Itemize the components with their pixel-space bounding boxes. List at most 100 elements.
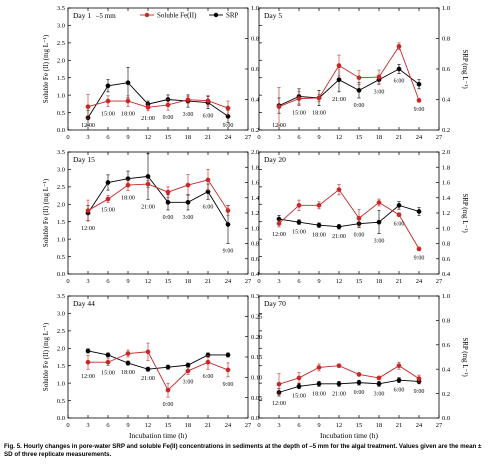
figure-caption: Fig. 5. Hourly changes in pore-water SRP… <box>4 443 482 458</box>
fe-point <box>105 98 111 104</box>
x-tick-label: 15 <box>356 134 363 141</box>
x-tick-label: 24 <box>416 134 423 141</box>
x-tick-label: 24 <box>225 422 232 429</box>
y-right-tick-label: 0.2 <box>251 127 259 134</box>
y-left-tick-label: 2.0 <box>57 57 65 64</box>
x-tick-label: 24 <box>416 422 423 429</box>
time-label: 6:00 <box>203 114 214 120</box>
time-label: 0:00 <box>354 390 365 396</box>
fe-line <box>278 45 420 108</box>
panel-title: Day 20 <box>264 155 286 164</box>
x-tick-label: 3 <box>277 134 280 141</box>
y-right-tick-label: 0.8 <box>442 241 450 248</box>
srp-point <box>105 352 111 358</box>
time-label: 6:00 <box>394 221 405 227</box>
y-right-tick-label: 0.8 <box>442 318 450 325</box>
y-left-tick-label: 2.5 <box>57 40 65 47</box>
srp-line <box>278 68 420 107</box>
srp-point <box>185 362 191 368</box>
fe-point <box>376 74 382 80</box>
time-label: 9:00 <box>414 256 425 262</box>
x-tick-label: 0 <box>66 422 69 429</box>
srp-point <box>316 222 322 228</box>
fe-point <box>276 104 282 109</box>
x-tick-label: 15 <box>165 134 172 141</box>
y-right-tick-label: 0.3 <box>251 293 259 300</box>
srp-point <box>356 380 362 385</box>
x-tick-label: 15 <box>356 278 363 285</box>
panel-frame <box>258 295 440 419</box>
time-label: 9:00 <box>223 249 234 255</box>
time-label: 0:00 <box>354 103 365 109</box>
y-right-tick-label: 1.6 <box>251 180 260 187</box>
srp-line <box>87 175 229 225</box>
y-right-axis-title: SRP (mg L⁻¹) <box>461 49 469 89</box>
x-tick-label: 27 <box>245 278 252 285</box>
srp-point <box>165 199 171 205</box>
x-tick-label: 24 <box>416 278 423 285</box>
time-label: 6:00 <box>203 374 214 380</box>
time-label: 18:00 <box>312 391 326 397</box>
y-right-tick-label: 0.10 <box>251 375 262 382</box>
time-label: 0:00 <box>354 232 365 238</box>
fe-point <box>225 208 231 213</box>
x-tick-label: 3 <box>86 278 89 285</box>
y-left-tick-label: 3.5 <box>57 5 65 12</box>
x-tick-label: 24 <box>225 278 232 285</box>
time-label: 3:00 <box>183 215 194 221</box>
fe-point <box>145 181 151 187</box>
x-tick-label: 6 <box>297 278 301 285</box>
x-tick-label: 9 <box>126 278 129 285</box>
y-right-axis-title: SRP (mg L⁻¹) <box>461 193 469 233</box>
x-tick-label: 18 <box>185 134 192 141</box>
time-label: 21:00 <box>332 234 346 240</box>
y-right-tick-label: 1.6 <box>442 180 451 187</box>
y-left-tick-label: 1.0 <box>57 92 65 99</box>
x-tick-label: 12 <box>336 422 343 429</box>
srp-line <box>87 350 228 370</box>
y-right-tick-label: 1.4 <box>442 195 451 202</box>
y-left-tick-label: 3.5 <box>57 149 65 156</box>
x-tick-label: 6 <box>106 422 110 429</box>
time-label: 3:00 <box>374 391 385 397</box>
srp-point <box>225 352 231 358</box>
fe-point <box>296 202 302 208</box>
x-axis-title: Incubation time (h) <box>320 431 378 440</box>
fe-point <box>225 367 231 373</box>
time-label: 6:00 <box>394 79 405 85</box>
srp-point <box>396 203 402 208</box>
fe-point <box>416 376 422 381</box>
time-label: 9:00 <box>223 382 234 388</box>
time-label: 3:00 <box>374 239 385 245</box>
legend-fe-marker <box>144 12 150 18</box>
fe-point <box>205 98 211 104</box>
y-left-tick-label: 0.5 <box>57 110 65 117</box>
y-right-tick-label: 0.2 <box>442 127 450 134</box>
srp-point <box>185 199 191 205</box>
fe-point <box>145 349 151 355</box>
y-left-tick-label: 2.0 <box>57 201 65 208</box>
srp-line <box>278 379 420 393</box>
y-right-tick-label: 0.20 <box>251 334 262 341</box>
legend-fe-label: Soluble Fe(II) <box>157 12 197 20</box>
y-right-tick-label: 0.2 <box>442 391 450 398</box>
srp-point <box>165 364 171 370</box>
srp-line <box>87 82 229 119</box>
x-tick-label: 3 <box>86 422 89 429</box>
fe-point <box>185 97 191 103</box>
time-label: 21:00 <box>141 376 155 382</box>
srp-point <box>85 348 91 354</box>
x-tick-label: 21 <box>205 278 212 285</box>
x-tick-label: 3 <box>277 422 280 429</box>
x-tick-label: 0 <box>257 278 260 285</box>
fe-point <box>165 189 171 195</box>
x-tick-label: 6 <box>297 134 301 141</box>
x-tick-label: 18 <box>185 278 192 285</box>
srp-point <box>416 81 422 87</box>
x-tick-label: 9 <box>126 134 129 141</box>
y-left-tick-label: 1.0 <box>57 380 65 387</box>
x-tick-label: 12 <box>145 134 152 141</box>
x-tick-label: 6 <box>106 278 110 285</box>
x-tick-label: 12 <box>145 422 152 429</box>
y-right-tick-label: 2.0 <box>442 149 450 156</box>
